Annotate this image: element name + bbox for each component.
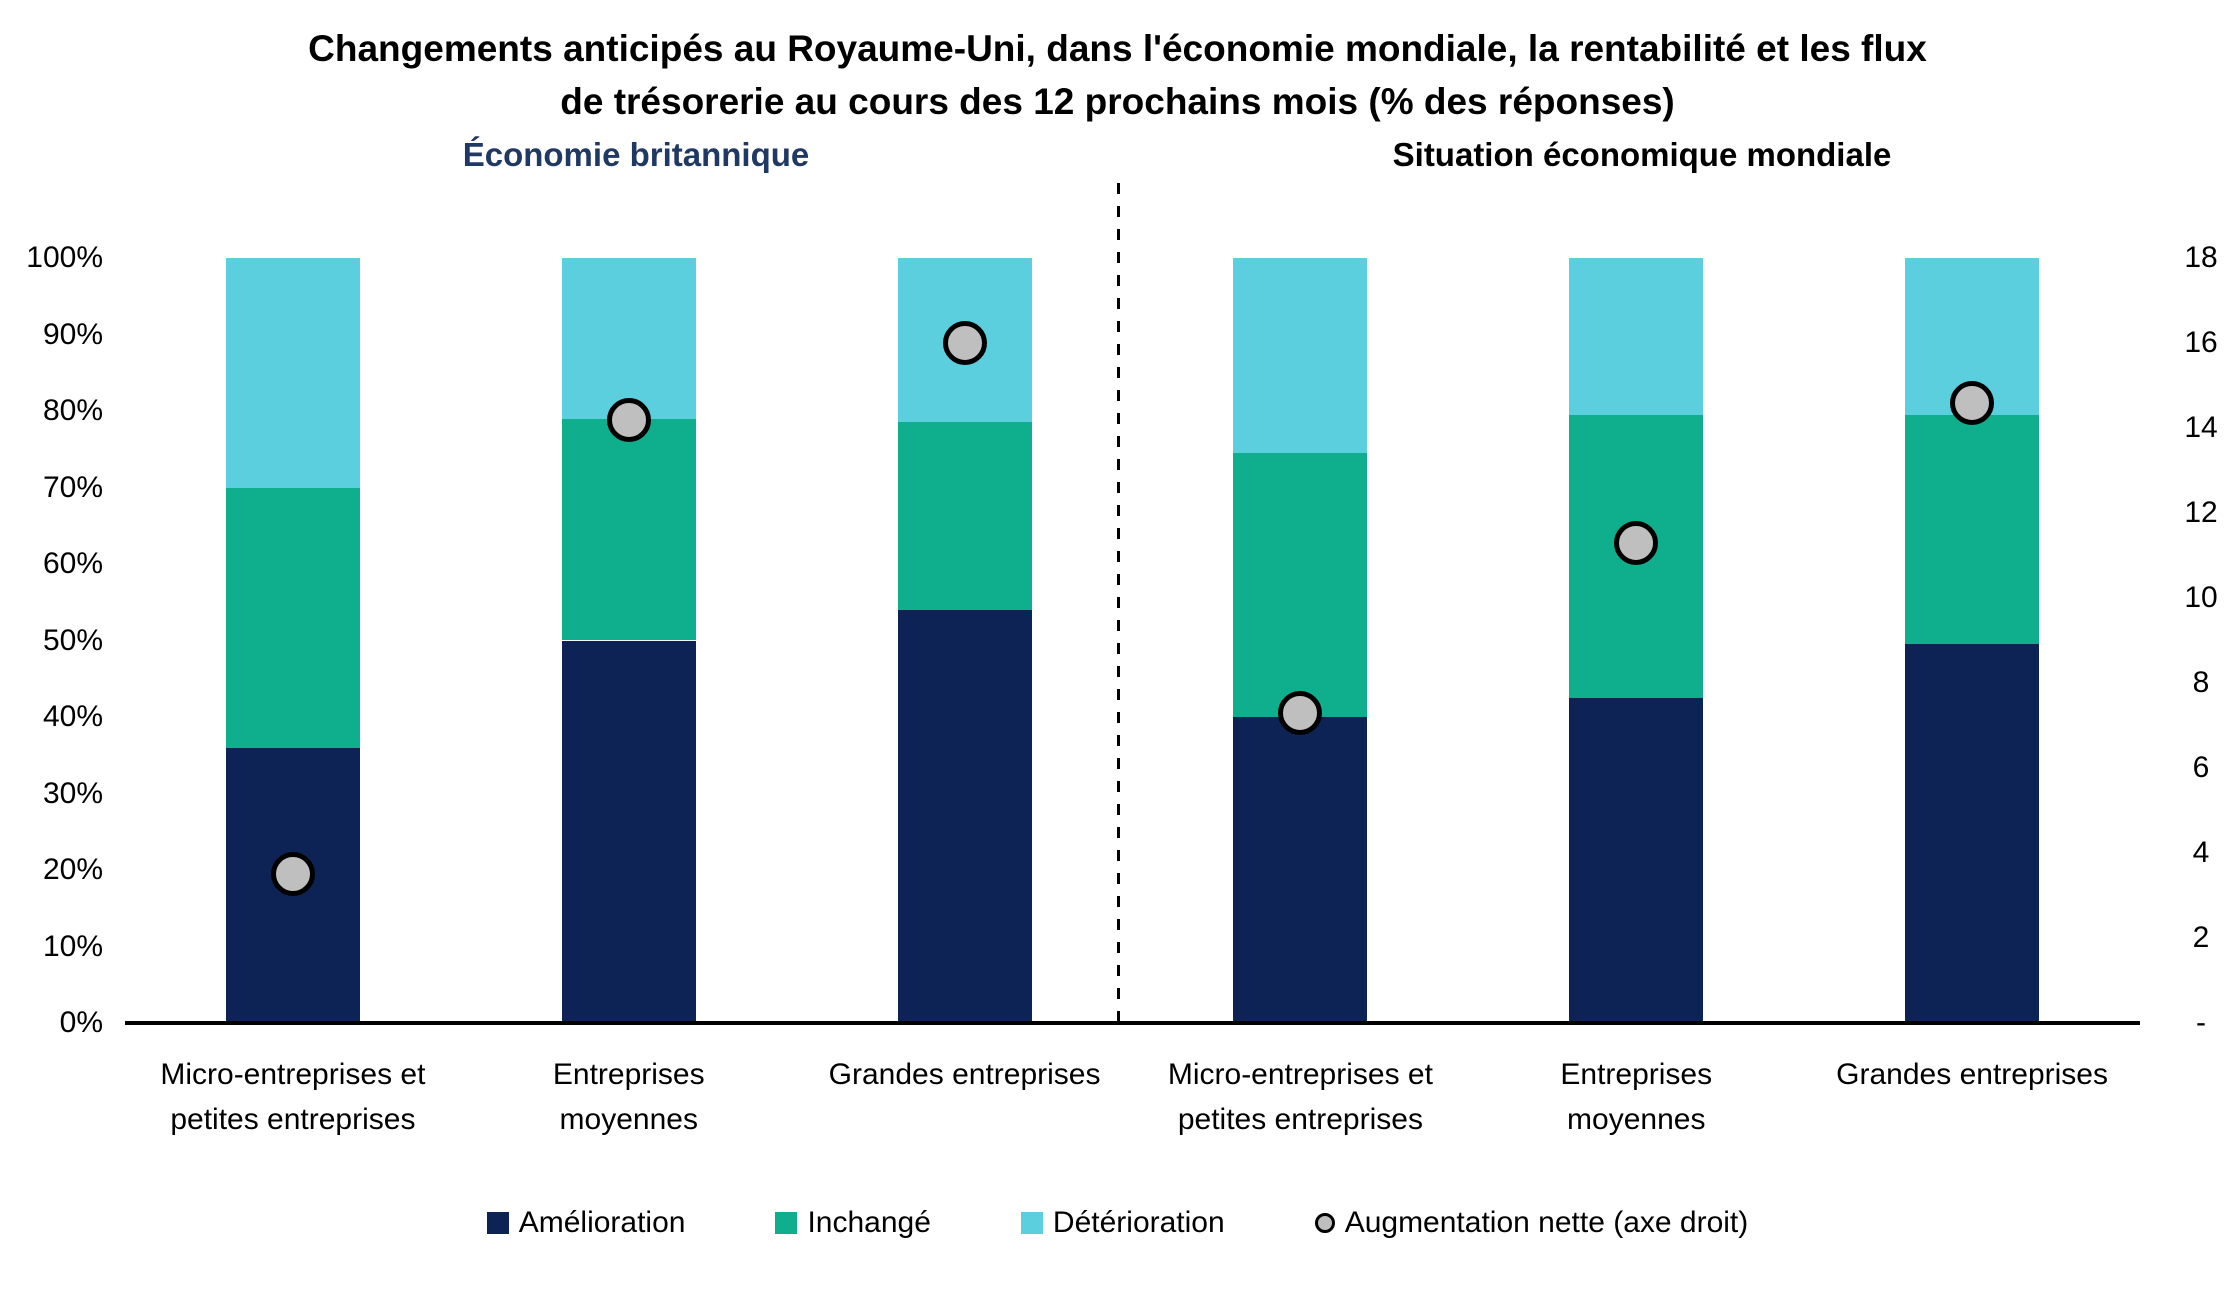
right-axis-tick-label: 6 bbox=[2192, 751, 2210, 784]
x-axis-category-label: Micro-entreprises et petites entreprises bbox=[160, 1058, 426, 1136]
bar-segment-détérioration bbox=[1233, 258, 1368, 454]
legend-label: Amélioration bbox=[518, 1206, 686, 1239]
x-axis-category-label: Entreprises moyennes bbox=[552, 1058, 705, 1136]
net-increase-marker bbox=[1950, 380, 1995, 425]
right-axis-tick-label: 14 bbox=[2184, 411, 2218, 444]
legend-swatch-icon bbox=[486, 1212, 509, 1234]
left-axis-tick-label: 50% bbox=[42, 623, 103, 657]
legend: Amélioration Inchangé Détérioration Augment… bbox=[0, 1206, 2235, 1240]
bar-segment-amélioration bbox=[561, 640, 696, 1023]
bar-segment-inchangé bbox=[897, 422, 1032, 610]
bar-segment-détérioration bbox=[1569, 258, 1704, 415]
bar-segment-amélioration bbox=[1569, 697, 1704, 1023]
left-axis-tick-label: 100% bbox=[26, 241, 103, 274]
bar-segment-inchangé bbox=[225, 487, 360, 748]
panel-divider-dashed-line bbox=[1117, 183, 1120, 1023]
legend-label: Détérioration bbox=[1052, 1206, 1225, 1239]
bar-segment-inchangé bbox=[1233, 453, 1368, 717]
legend-item-amélioration: Amélioration bbox=[486, 1206, 686, 1240]
left-axis-tick-label: 10% bbox=[42, 929, 103, 963]
right-axis-tick-label: 4 bbox=[2192, 836, 2210, 869]
left-axis-tick-label: 80% bbox=[42, 394, 103, 427]
legend-label: Inchangé bbox=[807, 1206, 931, 1239]
right-axis-tick-label: 12 bbox=[2184, 496, 2218, 529]
net-increase-marker bbox=[1278, 690, 1323, 735]
net-increase-marker bbox=[1614, 520, 1659, 565]
x-axis-category-label: Grandes entreprises bbox=[1836, 1058, 2108, 1091]
right-axis-tick-label: 2 bbox=[2192, 921, 2210, 954]
legend-item-inchangé: Inchangé bbox=[775, 1206, 931, 1240]
panel-title-global-economy: Situation économique mondiale bbox=[1392, 136, 1892, 173]
left-axis-tick-label: 40% bbox=[42, 700, 103, 733]
right-axis-tick-label: - bbox=[2196, 1006, 2206, 1039]
legend-swatch-icon bbox=[1020, 1212, 1043, 1234]
chart-title: Changements anticipés au Royaume-Uni, da… bbox=[0, 22, 2235, 128]
panel-title-uk-economy: Économie britannique bbox=[462, 136, 810, 173]
x-axis-category-label: Grandes entreprises bbox=[828, 1058, 1101, 1091]
left-axis-tick-label: 90% bbox=[42, 317, 103, 351]
legend-label: Augmentation nette (axe droit) bbox=[1344, 1206, 1749, 1239]
legend-item-détérioration: Détérioration bbox=[1020, 1206, 1225, 1240]
x-axis-category-label: Micro-entreprises et petites entreprises bbox=[1167, 1058, 1433, 1136]
left-axis-tick-label: 60% bbox=[42, 547, 103, 580]
net-increase-marker bbox=[606, 397, 651, 442]
bar-segment-amélioration bbox=[897, 609, 1032, 1023]
bar-segment-inchangé bbox=[1905, 414, 2040, 645]
bar-segment-détérioration bbox=[561, 258, 696, 419]
left-axis-tick-label: 30% bbox=[42, 776, 103, 810]
net-increase-marker bbox=[942, 321, 987, 365]
bar-segment-inchangé bbox=[561, 418, 696, 641]
bar-segment-amélioration bbox=[1905, 644, 2040, 1023]
right-axis-tick-label: 18 bbox=[2184, 241, 2218, 274]
left-axis-tick-label: 0% bbox=[59, 1006, 103, 1039]
legend-item-augmentation-nette: Augmentation nette (axe droit) bbox=[1314, 1206, 1749, 1240]
right-axis-tick-label: 10 bbox=[2184, 581, 2218, 614]
legend-swatch-icon bbox=[775, 1212, 798, 1234]
net-increase-marker bbox=[270, 852, 315, 897]
chart-title-line1: Changements anticipés au Royaume-Uni, da… bbox=[308, 28, 1927, 69]
left-axis-tick-label: 70% bbox=[42, 470, 103, 504]
right-axis-tick-label: 8 bbox=[2192, 666, 2210, 699]
right-axis-tick-label: 16 bbox=[2184, 326, 2218, 359]
chart-title-line2: de trésorerie au cours des 12 prochains … bbox=[560, 81, 1675, 122]
x-axis-category-label: Entreprises moyennes bbox=[1560, 1058, 1713, 1136]
bar-segment-détérioration bbox=[225, 258, 360, 488]
net-circle-icon bbox=[1314, 1213, 1335, 1233]
bar-segment-amélioration bbox=[1233, 717, 1368, 1023]
x-axis-line bbox=[125, 1021, 2140, 1025]
left-axis-tick-label: 20% bbox=[42, 853, 103, 886]
